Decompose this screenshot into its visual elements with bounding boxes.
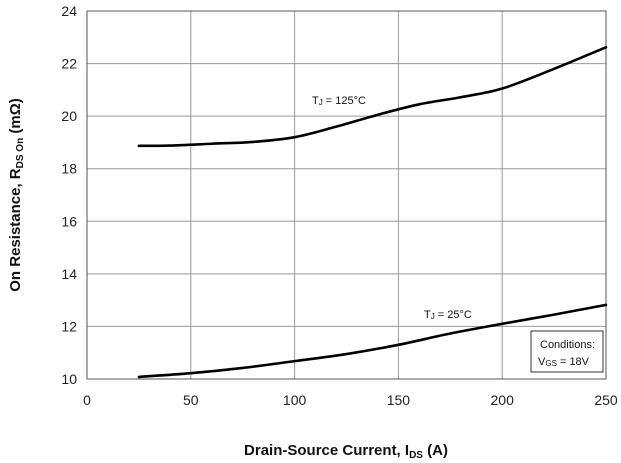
series-line-25c: [137, 303, 608, 379]
y-tick-label: 22: [61, 56, 77, 72]
x-tick-label: 0: [83, 392, 91, 408]
conditions-value: VGS = 18V: [538, 356, 590, 368]
conditions-title: Conditions:: [540, 339, 595, 351]
x-tick-label: 200: [491, 392, 515, 408]
tick-labels: 0 50 100 150 200 250 10 12 14 16 18 20 22 24: [61, 3, 617, 408]
series-layer: [137, 45, 608, 379]
y-axis-title: On Resistance, RDS On (mΩ): [7, 98, 26, 291]
x-axis-title: Drain-Source Current, IDS (A): [244, 442, 448, 461]
series-label-25: TJ = 25°C: [424, 309, 472, 321]
series-label-125: TJ = 125°C: [312, 95, 366, 107]
x-tick-label: 150: [387, 392, 411, 408]
x-tick-label: 50: [183, 392, 199, 408]
y-tick-label: 10: [61, 371, 77, 387]
y-tick-label: 20: [61, 108, 77, 124]
series-line-125c: [137, 45, 608, 148]
conditions-frame: [530, 330, 604, 373]
conditions-box: Conditions: VGS = 18V: [530, 330, 604, 373]
x-tick-label: 100: [283, 392, 307, 408]
y-tick-label: 12: [61, 318, 77, 334]
x-tick-label: 250: [594, 392, 618, 408]
plot-frame: [86, 10, 607, 380]
grid-layer: [87, 11, 606, 379]
y-tick-label: 16: [61, 213, 77, 229]
y-tick-label: 14: [61, 266, 77, 282]
y-tick-label: 18: [61, 161, 77, 177]
y-tick-label: 24: [61, 3, 77, 19]
